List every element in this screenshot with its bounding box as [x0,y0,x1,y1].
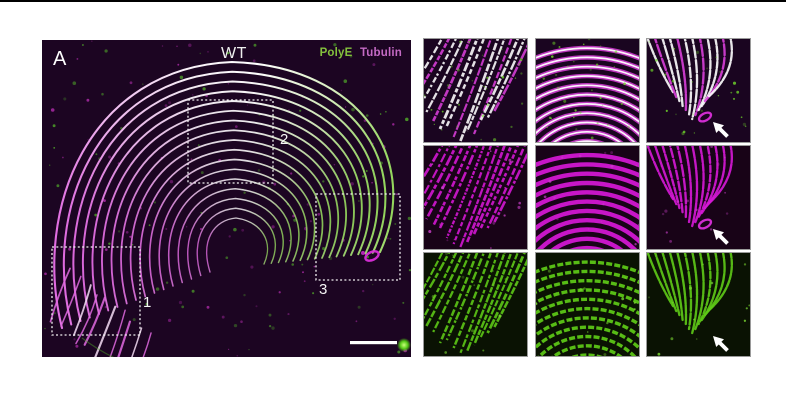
bright-speckle [397,338,411,352]
condition-label: WT [221,45,247,62]
roi-box-3 [315,193,401,281]
zoom-cell-merge-region2 [535,38,640,143]
legend-polye-label: PolyE [319,47,353,59]
basal-ring [364,250,380,262]
cell-microtubule-stripes [49,60,395,357]
zoom-micrograph [424,253,527,354]
pointer-arrow-icon [713,229,729,245]
legend-tubulin-label: Tubulin [359,47,402,59]
zoom-cell-merge-region3 [646,38,751,143]
zoom-cell-polyE-region2 [535,252,640,357]
zoom-micrograph [536,260,639,356]
zoom-micrograph [536,151,639,249]
zoom-cell-tubulin-region1 [423,145,528,250]
zoom-cell-tubulin-region2 [535,145,640,250]
roi-label-1: 1 [143,294,152,311]
zoom-micrograph [647,253,750,356]
zoom-micrograph [536,39,639,142]
pointer-arrow-icon [713,122,729,138]
scale-bar [350,341,397,345]
basal-ring [697,218,713,230]
roi-box-2 [187,99,274,184]
zoom-micrograph [647,39,747,138]
zoom-micrograph [424,39,527,142]
zoom-micrograph [424,146,527,249]
pointer-arrow-icon [713,336,729,352]
basal-ring [697,111,713,123]
figure-top-border [0,0,786,2]
zoom-cell-tubulin-region3 [646,145,751,250]
roi-label-3: 3 [319,281,328,298]
zoom-cell-polyE-region3 [646,252,751,357]
zoom-cell-polyE-region1 [423,252,528,357]
zoom-cell-merge-region1 [423,38,528,143]
micrograph-image [42,40,411,357]
roi-box-1 [51,246,141,336]
zoom-crop-grid [423,38,751,357]
zoom-micrograph [647,146,733,245]
roi-label-2: 2 [280,131,289,148]
channel-legend: PolyE Tubulin [316,47,402,60]
panel-letter: A [53,48,67,70]
micrograph-main-panel: A WT PolyE Tubulin 1 2 3 [42,40,411,357]
